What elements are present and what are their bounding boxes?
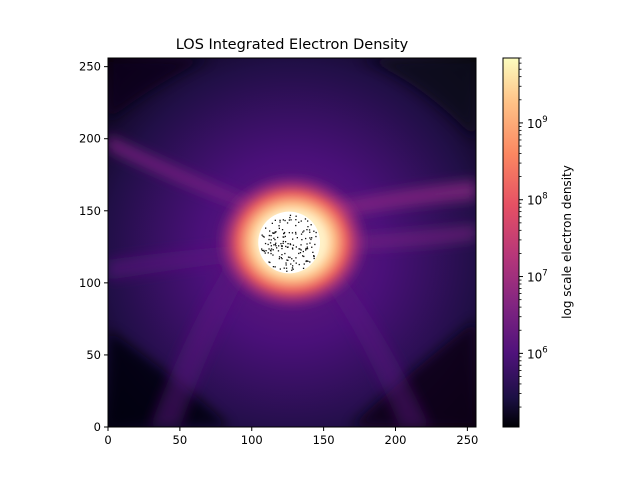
occulter-speckles [261, 214, 317, 272]
colorbar-axis: 106 107 108 109 [519, 57, 548, 408]
x-axis: 0 50 100 150 200 250 [104, 427, 478, 447]
x-tick-label: 150 [313, 433, 335, 447]
colorbar [502, 57, 520, 428]
colorbar-tick-label: 107 [527, 269, 548, 285]
y-tick-label: 0 [94, 420, 101, 434]
colorbar-tick-label: 106 [527, 345, 548, 361]
density-image [108, 58, 476, 427]
occulter-disk [258, 211, 321, 274]
y-axis: 0 50 100 150 200 250 [79, 60, 108, 434]
x-tick-label: 200 [385, 433, 407, 447]
y-tick-label: 250 [79, 60, 101, 74]
x-tick-label: 100 [241, 433, 263, 447]
y-tick-label: 150 [79, 204, 101, 218]
y-tick-label: 100 [79, 276, 101, 290]
colorbar-label: log scale electron density [560, 165, 574, 319]
chart-title: LOS Integrated Electron Density [176, 37, 409, 53]
colorbar-tick-label: 109 [527, 115, 548, 131]
x-tick-label: 0 [104, 433, 111, 447]
y-tick-label: 50 [86, 348, 101, 362]
plot-frame [107, 57, 477, 428]
y-tick-label: 200 [79, 132, 101, 146]
x-tick-label: 250 [456, 433, 478, 447]
colorbar-tick-label: 108 [527, 192, 548, 208]
x-tick-label: 50 [173, 433, 188, 447]
